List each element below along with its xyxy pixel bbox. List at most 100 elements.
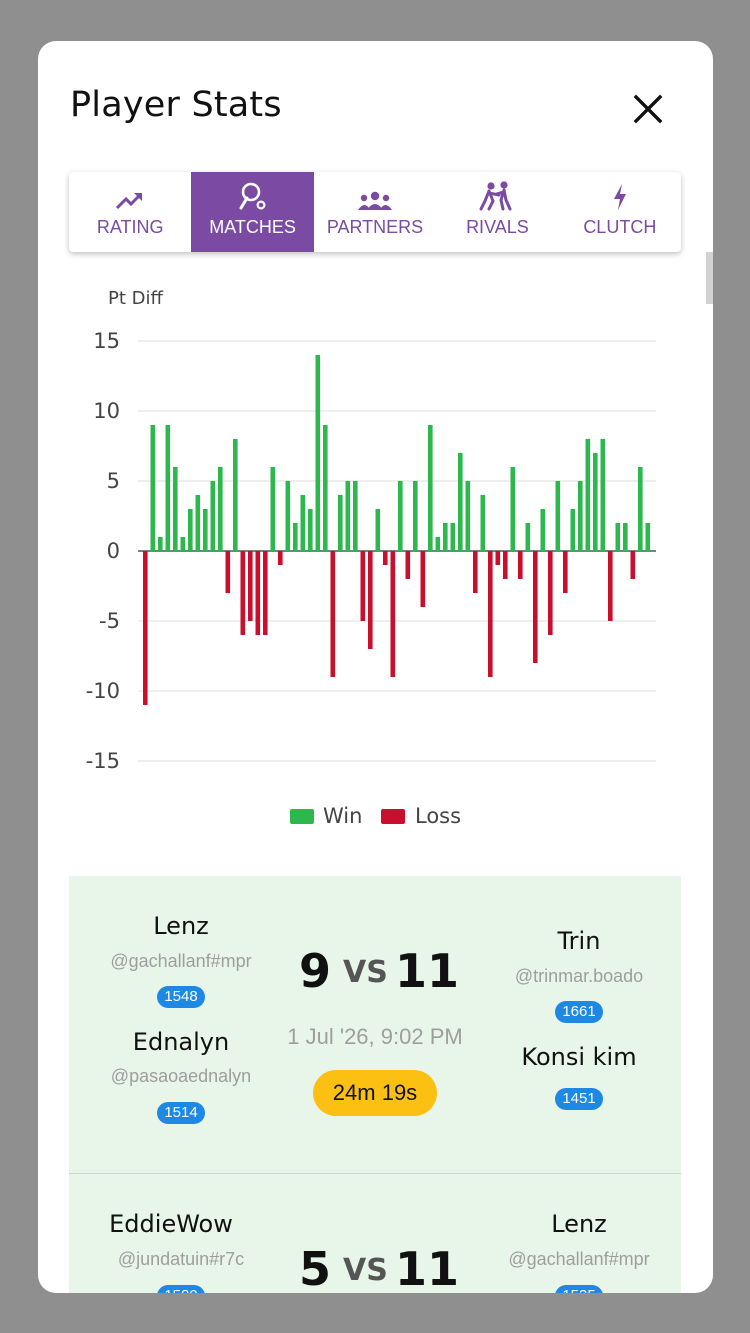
win-bar[interactable] <box>428 425 433 551</box>
player-handle: @gachallanf#mpr <box>110 951 252 971</box>
tab-partners-label: PARTNERS <box>326 217 424 237</box>
score-right: 11 <box>395 1242 460 1293</box>
loss-bar[interactable] <box>225 551 231 593</box>
loss-bar[interactable] <box>390 551 396 677</box>
loss-bar[interactable] <box>548 551 553 635</box>
win-bar[interactable] <box>525 523 531 551</box>
tab-rivals-label: RIVALS <box>466 217 529 237</box>
tab-partners[interactable]: PARTNERS <box>314 172 436 252</box>
win-bar[interactable] <box>165 425 171 551</box>
win-bar[interactable] <box>465 481 471 551</box>
win-bar[interactable] <box>188 509 193 551</box>
win-bar[interactable] <box>510 467 516 551</box>
scrollbar-thumb[interactable] <box>706 252 713 304</box>
point-diff-chart: Pt Diff 15 10 5 0 -5 -10 -15 Win Loss <box>38 271 713 866</box>
win-bar[interactable] <box>158 537 163 551</box>
player-handle: @gachallanf#mpr <box>508 1249 650 1269</box>
player-name: Lenz <box>153 912 209 940</box>
tab-rating[interactable]: RATING <box>69 172 191 252</box>
tab-rivals[interactable]: RIVALS <box>436 172 558 252</box>
win-bar[interactable] <box>270 467 276 551</box>
loss-bar[interactable] <box>503 551 508 579</box>
win-bar[interactable] <box>645 523 651 551</box>
close-button[interactable] <box>626 87 670 131</box>
win-bar[interactable] <box>293 523 298 551</box>
loss-bar[interactable] <box>420 551 426 607</box>
win-bar[interactable] <box>615 523 621 551</box>
loss-bar[interactable] <box>488 551 493 677</box>
loss-bar[interactable] <box>360 551 366 621</box>
loss-bar[interactable] <box>473 551 478 593</box>
win-bar[interactable] <box>315 355 321 551</box>
loss-bar[interactable] <box>383 551 388 565</box>
win-bar[interactable] <box>585 439 591 551</box>
loss-bar[interactable] <box>495 551 501 565</box>
vs-label: VS <box>343 1253 388 1288</box>
loss-bar[interactable] <box>330 551 336 677</box>
win-bar[interactable] <box>413 481 418 551</box>
win-bar[interactable] <box>458 453 463 551</box>
loss-bar[interactable] <box>405 551 411 579</box>
loss-bar[interactable] <box>608 551 613 621</box>
win-bar[interactable] <box>285 481 291 551</box>
loss-bar[interactable] <box>518 551 523 579</box>
legend-loss-swatch <box>381 809 405 824</box>
win-bar[interactable] <box>578 481 583 551</box>
win-bar[interactable] <box>623 523 628 551</box>
y-tick-label: -15 <box>86 749 120 773</box>
rating-badge: 1580 <box>157 1285 205 1293</box>
win-bar[interactable] <box>540 509 546 551</box>
loss-bar[interactable] <box>563 551 568 593</box>
match-card[interactable]: Lenz @gachallanf#mpr 1548 Ednalyn @pasao… <box>69 876 681 1174</box>
win-bar[interactable] <box>218 467 223 551</box>
win-bar[interactable] <box>323 425 328 551</box>
rating-badge: 1661 <box>555 1001 603 1023</box>
win-bar[interactable] <box>300 495 306 551</box>
win-bar[interactable] <box>398 481 403 551</box>
win-bar[interactable] <box>375 509 381 551</box>
win-bar[interactable] <box>338 495 343 551</box>
loss-bar[interactable] <box>248 551 253 621</box>
loss-bar[interactable] <box>143 551 148 705</box>
win-bar[interactable] <box>180 537 186 551</box>
win-bar[interactable] <box>353 481 358 551</box>
loss-bar[interactable] <box>533 551 538 663</box>
vs-label: VS <box>343 955 388 990</box>
win-bar[interactable] <box>150 425 156 551</box>
match-date: 1 Jul '26, 9:02 PM <box>287 1024 463 1049</box>
win-bar[interactable] <box>450 523 456 551</box>
loss-bar[interactable] <box>240 551 246 635</box>
win-bar[interactable] <box>570 509 576 551</box>
rating-badge: 1535 <box>555 1285 603 1293</box>
loss-bar[interactable] <box>630 551 636 579</box>
win-bar[interactable] <box>233 439 238 551</box>
win-bar[interactable] <box>173 467 178 551</box>
win-bar[interactable] <box>203 509 208 551</box>
player-stats-modal: Player Stats RATING MATCHES <box>38 41 713 1293</box>
point-diff-bar-chart: Pt Diff 15 10 5 0 -5 -10 -15 Win Loss <box>86 288 656 828</box>
match-card[interactable]: EddieWow @jundatuin#r7c 1580 5 VS 11 Len… <box>69 1174 681 1293</box>
y-tick-label: -5 <box>99 609 120 633</box>
win-bar[interactable] <box>480 495 486 551</box>
win-bar[interactable] <box>555 481 561 551</box>
loss-bar[interactable] <box>368 551 373 649</box>
tab-matches[interactable]: MATCHES <box>191 172 314 252</box>
win-bar[interactable] <box>638 467 643 551</box>
win-bar[interactable] <box>600 439 606 551</box>
win-bar[interactable] <box>195 495 201 551</box>
rating-badge: 1451 <box>555 1088 603 1110</box>
win-bar[interactable] <box>308 509 313 551</box>
win-bar[interactable] <box>210 481 216 551</box>
loss-bar[interactable] <box>263 551 268 635</box>
loss-bar[interactable] <box>278 551 283 565</box>
y-tick-label: 15 <box>93 329 120 353</box>
win-bar[interactable] <box>443 523 448 551</box>
loss-bar[interactable] <box>255 551 261 635</box>
player-handle: @jundatuin#r7c <box>117 1249 245 1269</box>
win-bar[interactable] <box>345 481 351 551</box>
trending-up-icon <box>116 192 143 210</box>
win-bar[interactable] <box>593 453 598 551</box>
tab-clutch[interactable]: CLUTCH <box>559 172 681 252</box>
modal-title: Player Stats <box>70 85 282 125</box>
win-bar[interactable] <box>435 537 441 551</box>
